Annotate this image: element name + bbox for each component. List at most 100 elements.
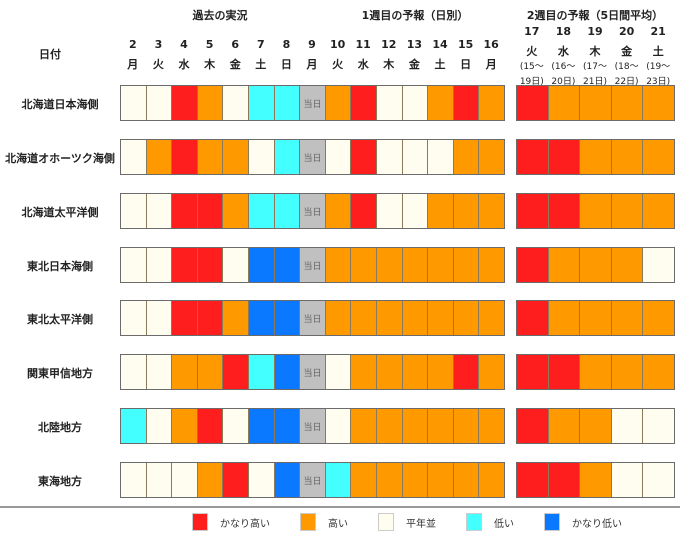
heat-cell xyxy=(611,301,644,335)
day-weekday: 金 xyxy=(229,58,241,71)
today-cell: 当日 xyxy=(300,248,326,282)
legend-swatch xyxy=(544,513,560,531)
week2-day-weekday: 火 xyxy=(526,45,538,58)
heat-cell xyxy=(548,409,581,443)
heat-cell xyxy=(197,301,224,335)
heat-cell xyxy=(223,86,249,120)
heat-cell xyxy=(351,86,377,120)
heat-cell xyxy=(453,140,480,174)
day-number: 7 xyxy=(256,38,265,51)
heat-cell xyxy=(223,301,249,335)
heat-cell xyxy=(146,86,173,120)
heat-cell xyxy=(377,409,403,443)
today-cell: 当日 xyxy=(300,355,326,389)
heat-cell xyxy=(274,301,301,335)
daily-block: 当日 xyxy=(120,354,505,390)
region-label: 東北太平洋側 xyxy=(27,313,93,326)
heat-cell xyxy=(643,248,674,282)
heat-cell xyxy=(274,355,301,389)
heat-cell xyxy=(325,463,352,497)
legend-swatch xyxy=(466,513,482,531)
day-number: 3 xyxy=(154,38,163,51)
today-cell: 当日 xyxy=(300,140,326,174)
daily-block: 当日 xyxy=(120,408,505,444)
heat-cell xyxy=(611,248,644,282)
heat-cell xyxy=(249,248,275,282)
week2-range-end: 20日) xyxy=(551,77,576,87)
legend: かなり高い 高い 平年並 低い かなり低い xyxy=(192,513,622,531)
week2-block xyxy=(516,193,675,229)
day-weekday: 水 xyxy=(178,58,190,71)
heat-cell xyxy=(172,409,198,443)
day-weekday: 土 xyxy=(255,58,267,71)
heat-cell xyxy=(223,409,249,443)
heat-cell xyxy=(453,355,480,389)
heat-cell xyxy=(517,194,549,228)
heat-cell xyxy=(453,86,480,120)
heat-cell xyxy=(517,409,549,443)
heat-cell xyxy=(274,194,301,228)
heat-cell xyxy=(274,140,301,174)
week2-range-end: 19日) xyxy=(519,77,544,87)
heat-cell xyxy=(121,248,147,282)
day-weekday: 金 xyxy=(408,58,420,71)
day-weekday: 火 xyxy=(152,58,164,71)
heat-cell xyxy=(643,301,674,335)
heat-cell xyxy=(580,248,612,282)
today-cell: 当日 xyxy=(300,86,326,120)
day-weekday: 土 xyxy=(434,58,446,71)
heat-cell xyxy=(146,248,173,282)
section-title-week1: 1週目の予報（日別） xyxy=(361,9,469,22)
week2-day-number: 17 xyxy=(524,25,540,38)
heat-cell xyxy=(453,301,480,335)
section-title-past: 過去の実況 xyxy=(192,9,248,22)
week2-block xyxy=(516,300,675,336)
heat-cell xyxy=(121,140,147,174)
heat-cell xyxy=(197,194,224,228)
heat-cell xyxy=(249,86,275,120)
heat-cell xyxy=(172,248,198,282)
heat-cell xyxy=(428,248,454,282)
day-weekday: 日 xyxy=(460,58,472,71)
day-number: 5 xyxy=(205,38,214,51)
heat-cell xyxy=(517,248,549,282)
legend-item: かなり低い xyxy=(544,513,622,531)
week2-day-number: 19 xyxy=(587,25,603,38)
heat-cell xyxy=(479,409,504,443)
day-number: 8 xyxy=(282,38,291,51)
heat-cell xyxy=(351,409,377,443)
today-cell: 当日 xyxy=(300,194,326,228)
heat-cell xyxy=(428,194,454,228)
heat-cell xyxy=(453,248,480,282)
heat-cell xyxy=(643,140,674,174)
heat-cell xyxy=(377,301,403,335)
heat-cell xyxy=(580,194,612,228)
heat-cell xyxy=(479,86,504,120)
heat-cell xyxy=(197,140,224,174)
heat-cell xyxy=(351,463,377,497)
heat-cell xyxy=(548,86,581,120)
heat-cell xyxy=(249,355,275,389)
heat-cell xyxy=(377,86,403,120)
week2-range-start: (18〜 xyxy=(614,62,639,72)
today-cell: 当日 xyxy=(300,463,326,497)
week2-range-start: (17〜 xyxy=(583,62,607,72)
daily-block: 当日 xyxy=(120,247,505,283)
heat-cell xyxy=(479,194,504,228)
heat-cell xyxy=(453,194,480,228)
region-label: 北海道太平洋側 xyxy=(21,206,99,219)
heat-cell xyxy=(402,86,429,120)
legend-swatch xyxy=(192,513,208,531)
week2-day-weekday: 水 xyxy=(557,45,569,58)
heat-cell xyxy=(580,140,612,174)
day-number: 4 xyxy=(180,38,188,51)
heat-cell xyxy=(325,355,352,389)
legend-label: 低い xyxy=(494,518,514,530)
heat-cell xyxy=(274,86,301,120)
heat-cell xyxy=(479,248,504,282)
heat-cell xyxy=(274,409,301,443)
heat-cell xyxy=(197,86,224,120)
heat-cell xyxy=(121,463,147,497)
heat-cell xyxy=(223,355,249,389)
today-cell: 当日 xyxy=(300,301,326,335)
